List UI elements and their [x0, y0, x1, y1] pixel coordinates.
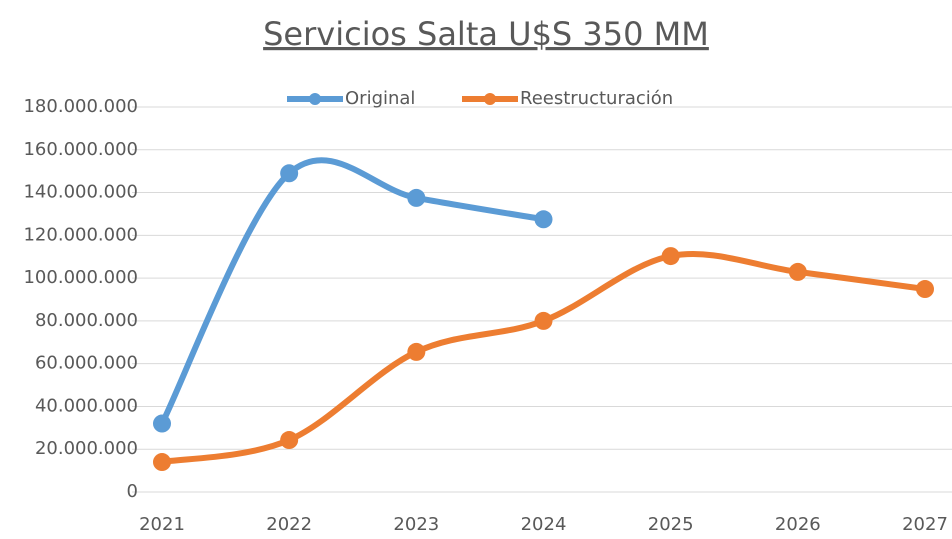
data-point [407, 188, 426, 207]
data-point [153, 414, 171, 433]
x-tick-label: 2025 [648, 514, 694, 535]
legend-marker [484, 93, 496, 105]
y-tick-label: 140.000.000 [23, 182, 138, 203]
legend-label: Reestructuración [520, 88, 673, 109]
x-tick-label: 2021 [139, 514, 185, 535]
y-tick-label: 0 [127, 481, 138, 502]
data-point [661, 247, 680, 266]
x-tick-label: 2022 [266, 514, 312, 535]
x-tick-label: 2026 [775, 514, 821, 535]
data-point [153, 453, 171, 472]
y-tick-label: 160.000.000 [23, 139, 138, 160]
series-line [159, 251, 928, 466]
data-point [280, 164, 299, 183]
data-point [407, 342, 426, 361]
y-tick-label: 60.000.000 [35, 353, 138, 374]
series-line [159, 157, 547, 427]
y-tick-label: 20.000.000 [35, 438, 138, 459]
y-tick-label: 40.000.000 [35, 395, 138, 416]
data-point [916, 280, 934, 299]
y-tick-label: 120.000.000 [23, 224, 138, 245]
x-tick-label: 2023 [393, 514, 439, 535]
y-tick-label: 80.000.000 [35, 310, 138, 331]
data-point [534, 311, 553, 330]
y-tick-label: 180.000.000 [23, 96, 138, 117]
x-tick-label: 2024 [521, 514, 567, 535]
chart-title: Servicios Salta U$S 350 MM [263, 15, 709, 53]
y-tick-label: 100.000.000 [23, 267, 138, 288]
legend-marker [309, 93, 321, 105]
data-point [280, 431, 299, 450]
data-point [788, 262, 807, 281]
legend-label: Original [345, 88, 415, 109]
data-point [534, 210, 553, 229]
x-tick-label: 2027 [902, 514, 948, 535]
